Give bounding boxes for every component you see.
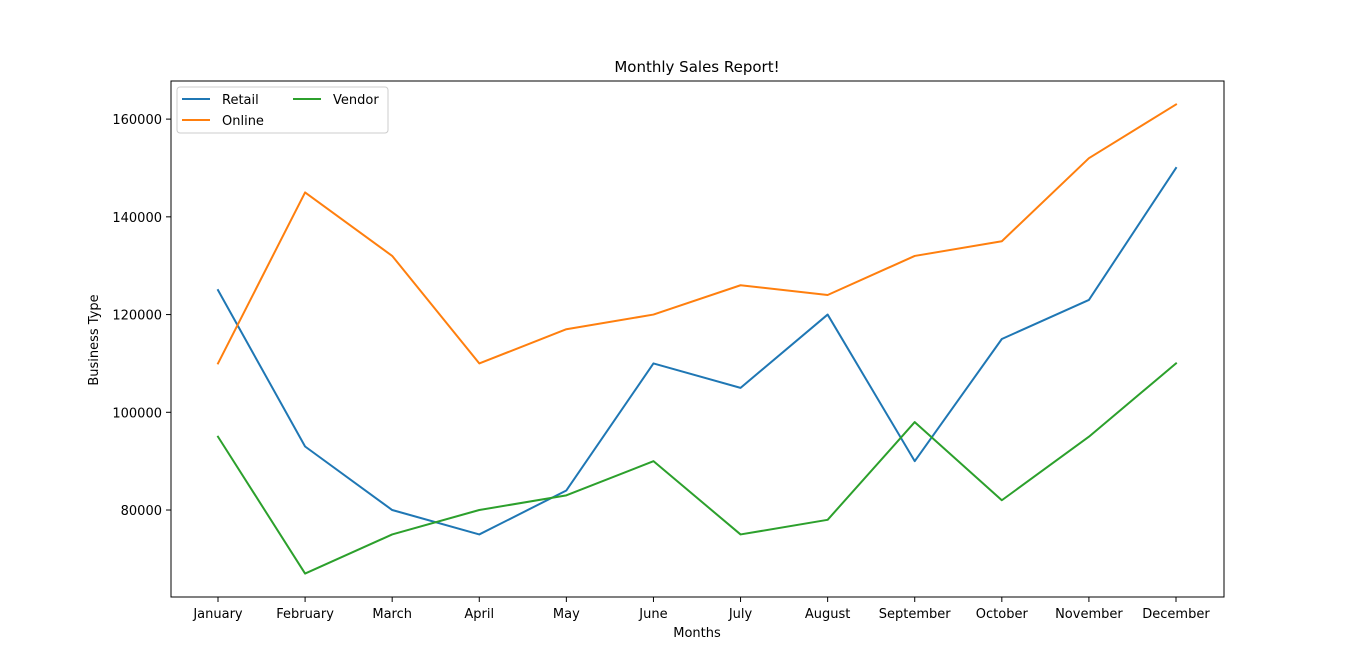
x-tick-label: February <box>276 607 334 622</box>
x-tick-label: August <box>805 607 851 622</box>
series-line-retail <box>216 166 1178 536</box>
y-tick-label: 100000 <box>112 406 162 421</box>
x-tick-label: November <box>1055 607 1123 622</box>
chart-title: Monthly Sales Report! <box>614 58 779 76</box>
series-line-online <box>216 103 1178 365</box>
x-tick-label: December <box>1142 607 1210 622</box>
legend-label-vendor: Vendor <box>333 93 379 108</box>
y-tick-label: 120000 <box>112 309 162 324</box>
series-line-vendor <box>216 362 1178 575</box>
axes: January February March April May June July Augu… <box>112 80 1225 622</box>
x-tick-label: March <box>372 607 412 622</box>
legend-label-online: Online <box>222 114 264 129</box>
x-tick-label: April <box>464 607 494 622</box>
y-tick-label: 160000 <box>112 113 162 128</box>
y-axis-title: Business Type <box>87 294 102 385</box>
plot-frame <box>170 80 1225 598</box>
y-tick-label: 140000 <box>112 211 162 226</box>
legend: Retail Online Vendor <box>176 86 389 134</box>
y-tick-label: 80000 <box>121 504 162 519</box>
x-tick-label: January <box>192 607 243 622</box>
x-tick-label: June <box>638 607 667 622</box>
x-tick-label: July <box>728 607 753 622</box>
x-axis-title: Months <box>673 626 721 641</box>
x-tick-label: October <box>976 607 1029 622</box>
plot-area <box>216 103 1178 575</box>
legend-label-retail: Retail <box>222 93 259 108</box>
legend-box <box>176 86 389 134</box>
x-tick-label: September <box>879 607 952 622</box>
x-tick-label: May <box>553 607 580 622</box>
